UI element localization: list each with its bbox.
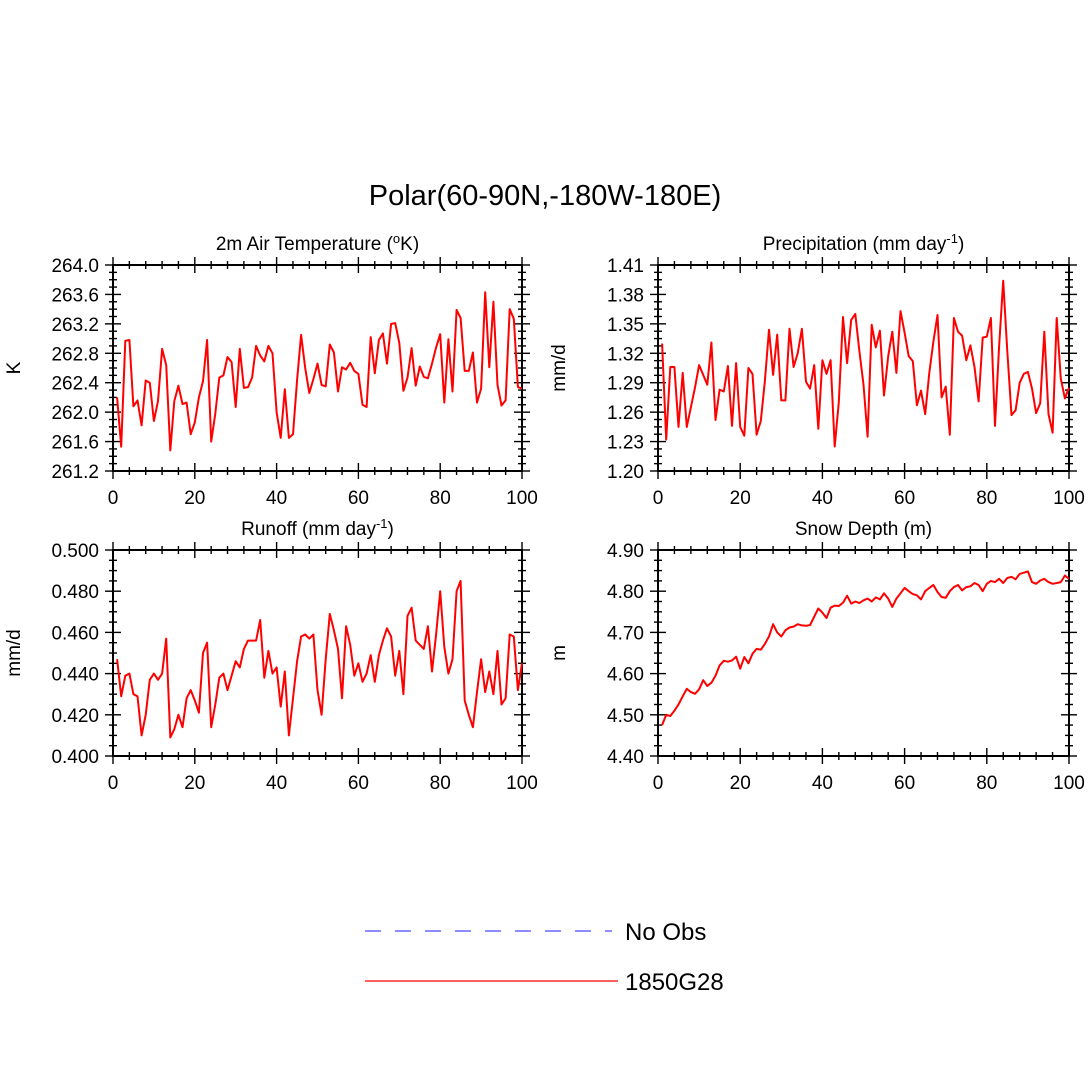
panel-title-tail: K) xyxy=(400,234,419,255)
panels: 2m Air Temperature (oK) K 0 20 40 60 80 100 261.… xyxy=(4,231,1085,794)
y-tick-label: 1.38 xyxy=(607,285,644,306)
x-tick-label: 100 xyxy=(1053,488,1085,509)
panel-title-superscript: -1 xyxy=(376,516,388,531)
x-tick-label: 60 xyxy=(348,773,369,794)
x-tick-label: 60 xyxy=(348,488,369,509)
y-axis-label: mm/d xyxy=(4,629,25,677)
x-tick-label: 80 xyxy=(430,773,451,794)
series-line-1850g28 xyxy=(116,579,523,739)
chart-panel-4: Snow Depth (m) m 0 20 40 60 80 100 4.40 4.50 4.60 4… xyxy=(549,519,1085,794)
y-tick-label: 4.40 xyxy=(607,747,644,768)
y-tick-label: 1.23 xyxy=(607,433,644,454)
x-tick-label: 80 xyxy=(976,488,997,509)
y-tick-label: 0.420 xyxy=(51,706,99,727)
x-tick-label: 20 xyxy=(730,773,751,794)
chart-panel-2: Precipitation (mm day-1) mm/d 0 20 40 60 80 100… xyxy=(549,231,1085,509)
x-tick-label: 60 xyxy=(894,773,915,794)
x-tick-label: 40 xyxy=(812,773,833,794)
x-tick-label: 80 xyxy=(430,488,451,509)
series-line-1850g28 xyxy=(116,291,523,452)
x-tick-label: 0 xyxy=(108,488,119,509)
y-tick-label: 262.4 xyxy=(51,374,99,395)
x-tick-label: 100 xyxy=(506,773,538,794)
y-axis-label: K xyxy=(4,361,25,374)
y-tick-label: 0.460 xyxy=(51,623,99,644)
figure-title: Polar(60-90N,-180W-180E) xyxy=(369,180,721,212)
y-tick-label: 0.480 xyxy=(51,582,99,603)
panel-title-superscript: o xyxy=(393,231,400,246)
series-line-1850g28 xyxy=(661,279,1070,448)
y-axis-label: m xyxy=(549,645,570,661)
y-tick-label: 1.20 xyxy=(607,462,644,483)
y-tick-label: 1.26 xyxy=(607,403,644,424)
legend: No Obs 1850G28 xyxy=(365,919,724,996)
x-tick-label: 20 xyxy=(184,773,205,794)
x-tick-label: 40 xyxy=(266,773,287,794)
x-tick-label: 40 xyxy=(266,488,287,509)
y-tick-label: 263.6 xyxy=(51,285,99,306)
x-tick-label: 60 xyxy=(894,488,915,509)
panel-title-tail: ) xyxy=(958,234,964,255)
x-tick-label: 0 xyxy=(653,773,664,794)
y-tick-label: 261.2 xyxy=(51,462,99,483)
x-tick-label: 100 xyxy=(1053,773,1085,794)
panel-title-superscript: -1 xyxy=(946,231,958,246)
plot-frame xyxy=(657,264,1070,472)
y-tick-label: 0.500 xyxy=(51,541,99,562)
x-tick-label: 0 xyxy=(108,773,119,794)
y-tick-label: 1.41 xyxy=(607,256,644,277)
y-tick-label: 1.29 xyxy=(607,374,644,395)
y-tick-label: 0.400 xyxy=(51,747,99,768)
y-tick-label: 261.6 xyxy=(51,433,99,454)
x-tick-label: 40 xyxy=(812,488,833,509)
legend-label-1850g28: 1850G28 xyxy=(625,969,724,996)
panel-title: 2m Air Temperature (oK) xyxy=(216,231,419,255)
legend-label-no-obs: No Obs xyxy=(625,919,706,946)
y-tick-label: 264.0 xyxy=(51,256,99,277)
y-tick-label: 4.50 xyxy=(607,706,644,727)
y-tick-label: 263.2 xyxy=(51,315,99,336)
chart-panel-1: 2m Air Temperature (oK) K 0 20 40 60 80 100 261.… xyxy=(4,231,538,509)
x-tick-label: 20 xyxy=(184,488,205,509)
y-tick-label: 4.80 xyxy=(607,582,644,603)
y-tick-label: 1.32 xyxy=(607,344,644,365)
panel-title: Snow Depth (m) xyxy=(795,519,932,540)
plot-frame xyxy=(657,549,1070,757)
x-tick-label: 20 xyxy=(730,488,751,509)
y-tick-label: 262.8 xyxy=(51,344,99,365)
series-line-1850g28 xyxy=(661,570,1070,726)
y-tick-label: 4.60 xyxy=(607,665,644,686)
y-tick-label: 1.35 xyxy=(607,315,644,336)
x-tick-label: 100 xyxy=(506,488,538,509)
panel-title-tail: ) xyxy=(388,519,394,540)
x-tick-label: 0 xyxy=(653,488,664,509)
panel-title: Runoff (mm day-1) xyxy=(241,516,394,540)
panel-title: Precipitation (mm day-1) xyxy=(763,231,965,255)
y-axis-label: mm/d xyxy=(549,344,570,392)
x-tick-label: 80 xyxy=(976,773,997,794)
y-tick-label: 4.70 xyxy=(607,623,644,644)
y-tick-label: 262.0 xyxy=(51,403,99,424)
chart-panel-3: Runoff (mm day-1) mm/d 0 20 40 60 80 100 0.400 0.… xyxy=(4,516,538,794)
y-tick-label: 0.440 xyxy=(51,665,99,686)
y-tick-label: 4.90 xyxy=(607,541,644,562)
